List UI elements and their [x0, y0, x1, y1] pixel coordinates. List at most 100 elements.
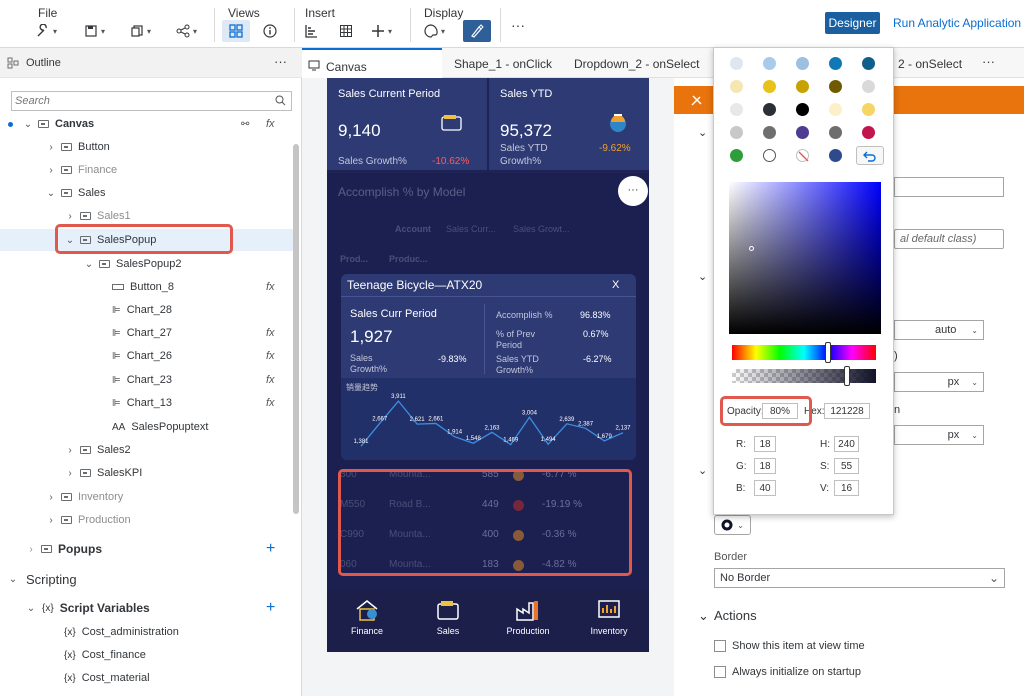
- tree-item-variable[interactable]: {x} Cost_administration: [64, 621, 360, 643]
- theme-button[interactable]: ▾: [424, 20, 445, 42]
- fx-icon[interactable]: fx: [266, 350, 275, 362]
- color-swatch[interactable]: [730, 80, 743, 93]
- color-swatch[interactable]: [829, 126, 842, 139]
- tree-item-sales2[interactable]: › Sales2: [65, 439, 361, 461]
- tree-item-chart13[interactable]: ⊫ Chart_13 fx: [110, 392, 290, 414]
- tree-item-chart28[interactable]: ⊫ Chart_28: [110, 299, 290, 321]
- chevron-down-icon[interactable]: ⌄: [698, 127, 708, 139]
- nav-production[interactable]: Production: [488, 595, 568, 636]
- reset-color-button[interactable]: [856, 146, 884, 165]
- width-unit-select[interactable]: auto ⌄: [894, 320, 984, 340]
- opacity-slider[interactable]: [732, 366, 876, 386]
- color-swatch[interactable]: [829, 149, 842, 162]
- color-swatch[interactable]: [862, 126, 875, 139]
- tab-canvas[interactable]: Canvas: [302, 48, 442, 78]
- sales-popup[interactable]: Teenage Bicycle—ATX20 X Sales Curr Perio…: [341, 274, 636, 460]
- chart-more-button[interactable]: ···: [618, 176, 648, 206]
- tree-item-chart27[interactable]: ⊫ Chart_27 fx: [110, 322, 290, 344]
- share-button[interactable]: ▾: [176, 20, 197, 42]
- tree-item-salespopup[interactable]: ⌄ SalesPopup: [0, 229, 296, 251]
- insert-chart-button[interactable]: [304, 20, 318, 42]
- css-button[interactable]: [463, 20, 491, 42]
- tree-item-button[interactable]: › Button: [46, 136, 342, 158]
- tab-onselect[interactable]: 2 - onSelect: [898, 57, 963, 71]
- fx-icon[interactable]: fx: [266, 281, 275, 293]
- outline-search-input[interactable]: [11, 91, 292, 111]
- tabs-more-button[interactable]: ···: [982, 54, 995, 69]
- tree-item-sales[interactable]: ⌄ Sales: [46, 182, 342, 204]
- bind-icon[interactable]: ⚯: [241, 118, 250, 130]
- hex-input[interactable]: 121228: [824, 403, 870, 419]
- color-swatch[interactable]: [730, 149, 743, 162]
- tree-item-variable[interactable]: {x} Cost_material: [64, 667, 360, 689]
- tree-item-production[interactable]: › Production: [46, 509, 342, 531]
- chevron-down-icon[interactable]: ⌄: [46, 187, 56, 199]
- color-swatch[interactable]: [796, 80, 809, 93]
- chevron-right-icon[interactable]: ›: [49, 514, 53, 526]
- chevron-right-icon[interactable]: ›: [49, 164, 53, 176]
- tree-item-saleskpi[interactable]: › SalesKPI: [65, 462, 361, 484]
- outline-view-button[interactable]: [222, 20, 250, 42]
- s-input[interactable]: 55: [834, 458, 859, 474]
- v-input[interactable]: 16: [834, 480, 859, 496]
- color-swatch[interactable]: [862, 103, 875, 116]
- px-select-1[interactable]: px ⌄: [894, 372, 984, 392]
- color-swatch[interactable]: [763, 149, 776, 162]
- nav-sales[interactable]: Sales: [408, 595, 488, 636]
- g-input[interactable]: 18: [754, 458, 776, 474]
- run-analytic-application-link[interactable]: Run Analytic Application: [893, 16, 1022, 30]
- show-at-view-time-checkbox[interactable]: [714, 640, 726, 652]
- chevron-down-icon[interactable]: ⌄: [65, 234, 75, 246]
- chevron-down-icon[interactable]: ⌄: [84, 258, 94, 270]
- color-swatch[interactable]: [829, 80, 842, 93]
- chevron-down-icon[interactable]: ⌄: [698, 271, 708, 283]
- hue-handle[interactable]: [825, 342, 831, 363]
- hue-slider[interactable]: [732, 342, 876, 363]
- color-swatch[interactable]: [763, 80, 776, 93]
- color-swatch[interactable]: [730, 57, 743, 70]
- tree-item-inventory[interactable]: › Inventory: [46, 486, 342, 508]
- popup-close-button[interactable]: X: [612, 279, 620, 291]
- edit-tools-button[interactable]: ▾: [36, 20, 57, 42]
- color-swatch[interactable]: [829, 57, 842, 70]
- color-swatch[interactable]: [829, 103, 842, 116]
- copy-button[interactable]: ▾: [130, 20, 151, 42]
- outline-scrollbar[interactable]: [293, 144, 299, 514]
- chevron-right-icon[interactable]: ›: [49, 141, 53, 153]
- chevron-right-icon[interactable]: ›: [68, 210, 72, 222]
- tree-item-finance[interactable]: › Finance: [46, 159, 342, 181]
- tree-item-salespopuptext[interactable]: AA SalesPopuptext: [110, 416, 290, 438]
- color-swatch[interactable]: [730, 103, 743, 116]
- no-color-swatch[interactable]: [796, 149, 809, 162]
- fx-icon[interactable]: fx: [266, 397, 275, 409]
- tree-item-variable[interactable]: {x} Cost_finance: [64, 644, 360, 666]
- tree-item-sales1[interactable]: › Sales1: [65, 205, 361, 227]
- chevron-down-icon[interactable]: ⌄: [26, 602, 36, 614]
- fx-icon[interactable]: fx: [266, 374, 275, 386]
- b-input[interactable]: 40: [754, 480, 776, 496]
- color-swatch[interactable]: [796, 57, 809, 70]
- tree-item-chart26[interactable]: ⊫ Chart_26 fx: [110, 345, 290, 367]
- chevron-down-icon[interactable]: ⌄: [23, 118, 33, 130]
- insert-add-button[interactable]: ▾: [371, 20, 392, 42]
- color-swatch[interactable]: [763, 126, 776, 139]
- color-swatch[interactable]: [763, 57, 776, 70]
- css-class-field[interactable]: al default class): [894, 229, 1004, 249]
- tree-item-canvas[interactable]: ⌄ Canvas ⚯ fx: [8, 113, 304, 135]
- nav-finance[interactable]: Finance: [327, 595, 407, 636]
- color-swatch[interactable]: [796, 103, 809, 116]
- color-swatch[interactable]: [862, 80, 875, 93]
- color-swatch[interactable]: [730, 126, 743, 139]
- info-button[interactable]: [263, 20, 277, 42]
- tab-dropdown2-onselect[interactable]: Dropdown_2 - onSelect: [574, 57, 700, 71]
- toolbar-more-button[interactable]: ···: [511, 17, 525, 33]
- chevron-right-icon[interactable]: ›: [49, 491, 53, 503]
- add-variable-button[interactable]: +: [266, 599, 276, 616]
- tree-item-popups[interactable]: › Popups +: [26, 538, 286, 560]
- opacity-handle[interactable]: [844, 366, 850, 386]
- tree-item-chart23[interactable]: ⊫ Chart_23 fx: [110, 369, 290, 391]
- tab-shape1-onclick[interactable]: Shape_1 - onClick: [454, 57, 553, 71]
- chevron-down-icon[interactable]: ⌄: [8, 573, 18, 585]
- add-popup-button[interactable]: +: [266, 540, 276, 557]
- chevron-right-icon[interactable]: ›: [68, 444, 72, 456]
